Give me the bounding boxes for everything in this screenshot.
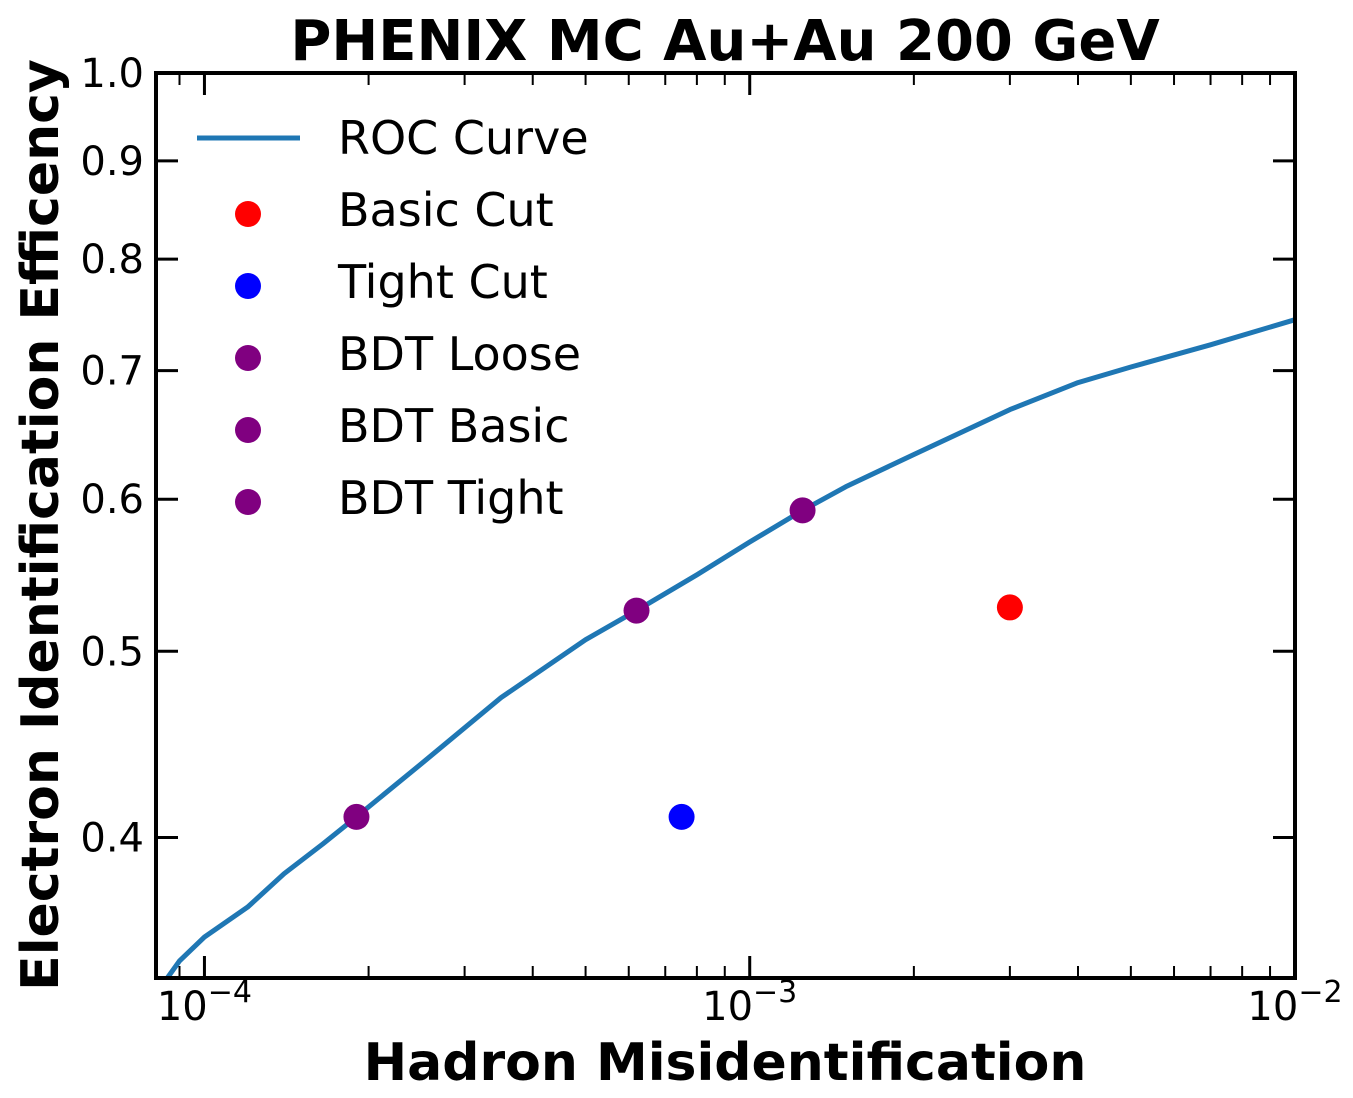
- legend-marker-swatch: [235, 489, 261, 515]
- scatter-point-bdt-loose: [343, 803, 370, 830]
- x-tick-label: 10−2: [1247, 975, 1342, 1030]
- legend-label: Basic Cut: [338, 183, 554, 237]
- scatter-point-bdt-tight: [789, 497, 816, 524]
- legend-label: BDT Basic: [338, 399, 569, 453]
- x-tick-base: 10: [157, 984, 208, 1030]
- y-tick-label: 0.7: [80, 349, 144, 395]
- y-tick-label: 0.6: [80, 477, 144, 523]
- x-axis-label: Hadron Misidentification: [364, 1033, 1087, 1093]
- chart-title: PHENIX MC Au+Au 200 GeV: [290, 9, 1160, 74]
- scatter-point-bdt-basic: [623, 597, 650, 624]
- x-tick-base: 10: [702, 984, 753, 1030]
- y-tick-label: 0.8: [80, 237, 144, 283]
- y-tick-label: 1.0: [80, 51, 144, 97]
- y-tick-label: 0.4: [80, 815, 144, 861]
- legend-marker-swatch: [235, 273, 261, 299]
- plot-frame: [154, 71, 1297, 980]
- x-tick-exponent: −4: [208, 975, 252, 1010]
- legend-label: BDT Loose: [338, 327, 581, 381]
- y-tick-label: 0.5: [80, 629, 144, 675]
- legend-marker-swatch: [235, 201, 261, 227]
- x-tick-base: 10: [1247, 984, 1298, 1030]
- y-axis-label: Electron Identification Efficency: [11, 59, 71, 991]
- x-tick-exponent: −2: [1298, 975, 1342, 1010]
- scatter-point-basic-cut: [996, 594, 1023, 621]
- x-tick-label: 10−4: [157, 975, 252, 1030]
- legend-marker-swatch: [235, 345, 261, 371]
- x-tick-exponent: −3: [753, 975, 797, 1010]
- y-tick-label: 0.9: [80, 139, 144, 185]
- legend-label: BDT Tight: [338, 471, 564, 525]
- legend-label: Tight Cut: [337, 255, 548, 309]
- legend-label: ROC Curve: [338, 111, 589, 165]
- legend-marker-swatch: [235, 417, 261, 443]
- roc-curve-line: [165, 317, 1296, 980]
- scatter-point-tight-cut: [668, 803, 695, 830]
- x-tick-label: 10−3: [702, 975, 797, 1030]
